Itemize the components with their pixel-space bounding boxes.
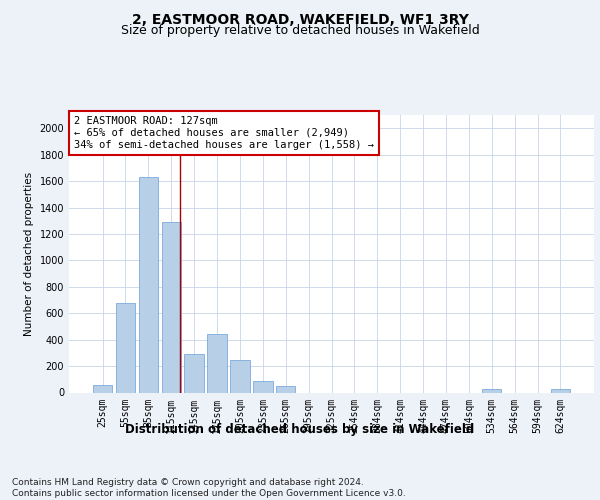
Bar: [482, 389, 502, 392]
Text: Size of property relative to detached houses in Wakefield: Size of property relative to detached ho…: [121, 24, 479, 37]
Bar: [184, 354, 204, 393]
Y-axis label: Number of detached properties: Number of detached properties: [24, 172, 34, 336]
Bar: [230, 360, 250, 392]
Text: Distribution of detached houses by size in Wakefield: Distribution of detached houses by size …: [125, 422, 475, 436]
Bar: [139, 177, 158, 392]
Text: Contains HM Land Registry data © Crown copyright and database right 2024.
Contai: Contains HM Land Registry data © Crown c…: [12, 478, 406, 498]
Text: 2 EASTMOOR ROAD: 127sqm
← 65% of detached houses are smaller (2,949)
34% of semi: 2 EASTMOOR ROAD: 127sqm ← 65% of detache…: [74, 116, 374, 150]
Bar: [276, 386, 295, 392]
Bar: [93, 384, 112, 392]
Bar: [551, 389, 570, 392]
Bar: [253, 380, 272, 392]
Bar: [116, 302, 135, 392]
Bar: [208, 334, 227, 392]
Text: 2, EASTMOOR ROAD, WAKEFIELD, WF1 3RY: 2, EASTMOOR ROAD, WAKEFIELD, WF1 3RY: [131, 12, 469, 26]
Bar: [161, 222, 181, 392]
